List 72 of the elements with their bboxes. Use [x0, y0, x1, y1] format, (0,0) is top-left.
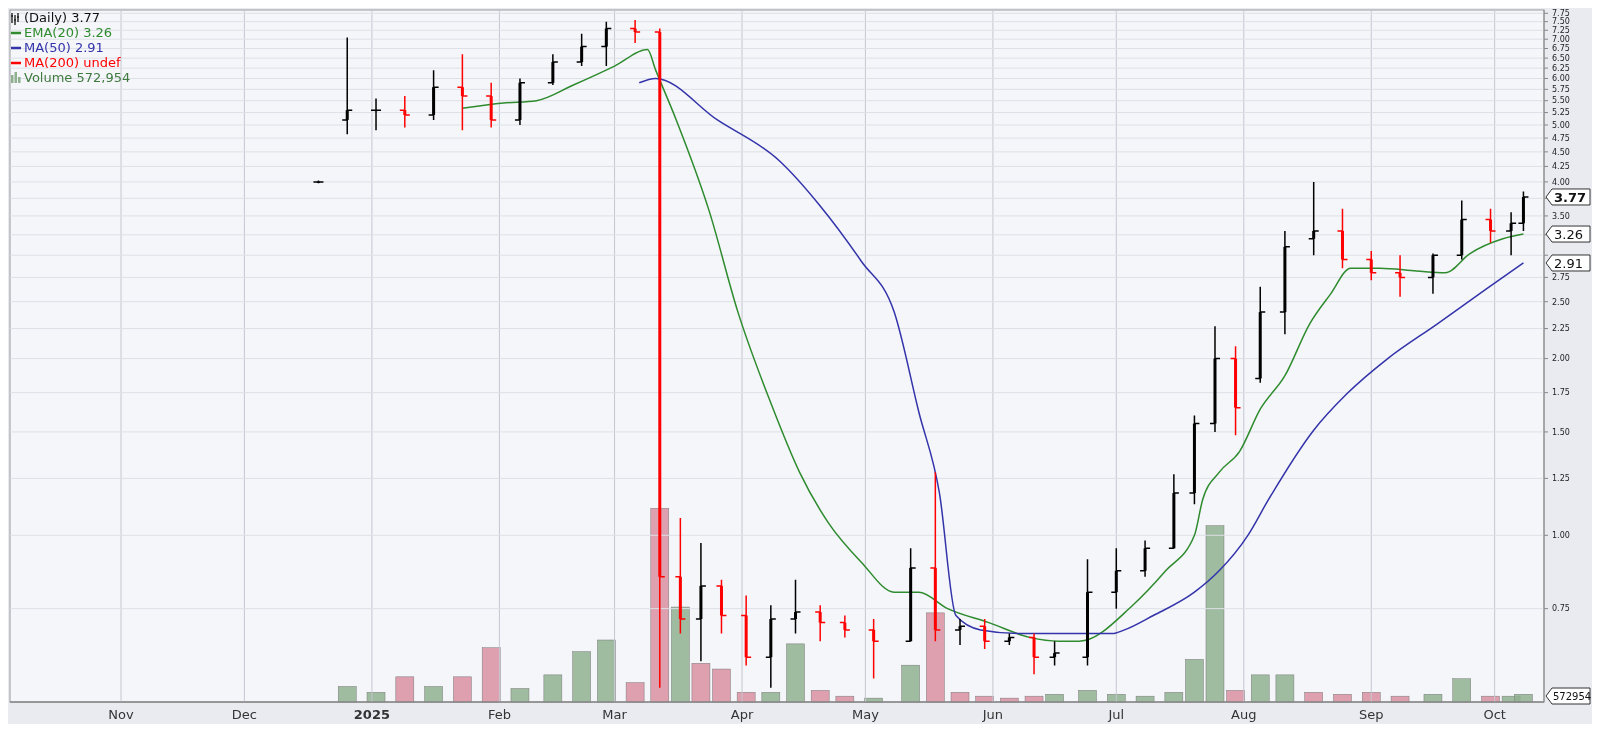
x-tick-label: Nov: [108, 707, 135, 722]
y-tick-label: 4.75: [1552, 133, 1570, 143]
bar: [1078, 690, 1097, 703]
y-tick-label: 4.50: [1552, 147, 1570, 157]
bar: [395, 676, 415, 703]
y-tick-label: 6.25: [1552, 63, 1570, 73]
annotation: 2.91: [1554, 255, 1583, 271]
y-tick-label: 7.75: [1552, 9, 1570, 19]
x-tick-label: Aug: [1231, 707, 1257, 722]
y-tick-label: 2.00: [1552, 354, 1570, 364]
bar: [786, 643, 805, 703]
bar: [950, 692, 970, 703]
line-series: [461, 48, 1525, 642]
bar: [481, 647, 501, 703]
bar: [337, 686, 357, 703]
y-tick-label: 4.00: [1552, 177, 1570, 187]
bar: [1304, 692, 1323, 703]
y-tick-label: 5.00: [1552, 120, 1570, 130]
bar: [453, 676, 472, 703]
bar: [1275, 674, 1295, 703]
legend-label: MA(200) undef: [24, 55, 121, 70]
bar: [597, 639, 616, 703]
y-tick-label: 4.25: [1552, 162, 1570, 172]
y-tick-label: 5.75: [1552, 85, 1570, 95]
bar: [625, 682, 645, 703]
y-tick-label: 1.00: [1552, 531, 1570, 541]
bar: [543, 674, 563, 703]
x-tick-label: May: [851, 707, 880, 722]
line-series: [638, 77, 1525, 635]
bar: [761, 692, 781, 703]
y-tick-label: 6.50: [1552, 53, 1570, 63]
bar: [572, 651, 591, 703]
y-tick-label: 1.25: [1552, 474, 1570, 484]
y-tick-label: 1.75: [1552, 388, 1570, 398]
bar: [424, 686, 443, 703]
x-tick-label: Mar: [602, 707, 628, 722]
chart-title: (Daily) 3.77: [24, 10, 101, 25]
y-tick-label: 2.25: [1552, 324, 1570, 334]
legend-label: EMA(20) 3.26: [24, 25, 113, 40]
legend-label: Volume 572,954: [24, 70, 131, 85]
y-tick-label: 6.75: [1552, 44, 1570, 54]
x-tick-label: 2025: [353, 707, 390, 722]
bar: [1423, 694, 1443, 703]
y-tick-label: 5.50: [1552, 96, 1570, 106]
x-tick-label: Jul: [1107, 707, 1125, 722]
x-tick-label: Jun: [981, 707, 1004, 722]
y-tick-label: 5.25: [1552, 108, 1570, 118]
y-tick-label: 7.00: [1552, 35, 1570, 45]
bar: [1000, 697, 1019, 703]
y-tick-label: 2.50: [1552, 297, 1570, 307]
x-tick-label: Oct: [1483, 707, 1506, 722]
y-tick-label: 3.50: [1552, 211, 1570, 221]
x-tick-label: Feb: [487, 707, 511, 722]
annotation: 3.26: [1554, 226, 1583, 242]
text: 572954: [1553, 690, 1592, 702]
x-tick-label: Apr: [730, 707, 754, 722]
y-tick-label: 7.25: [1552, 26, 1570, 36]
bar: [510, 688, 530, 703]
y-tick-label: 1.50: [1552, 427, 1570, 437]
legend-label: MA(50) 2.91: [24, 40, 104, 55]
y-tick-label: 6.00: [1552, 74, 1570, 84]
annotation: 3.77: [1554, 189, 1587, 205]
y-tick-label: 7.50: [1552, 17, 1570, 27]
y-tick-label: 2.75: [1552, 273, 1570, 283]
bar: [810, 690, 830, 703]
x-tick-label: Dec: [231, 707, 257, 722]
bar: [1250, 674, 1270, 703]
bar: [926, 612, 945, 703]
x-tick-label: Sep: [1359, 707, 1384, 722]
bar: [901, 664, 920, 703]
y-tick-label: 0.75: [1552, 604, 1570, 614]
bar: [1452, 678, 1471, 703]
